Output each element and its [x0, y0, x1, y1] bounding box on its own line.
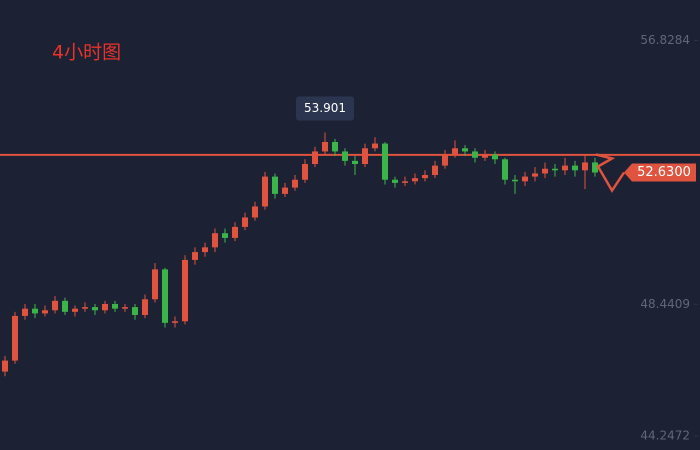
candle-body	[122, 307, 128, 309]
candle-body	[392, 179, 398, 183]
candle-body	[452, 148, 458, 155]
candle-body	[92, 307, 98, 311]
candle-body	[512, 179, 518, 182]
candle-body	[262, 176, 268, 207]
candle-body	[592, 162, 598, 173]
candle-body	[282, 187, 288, 194]
candle-body	[312, 151, 318, 165]
candle-body	[132, 307, 138, 315]
candle-body	[352, 160, 358, 165]
candle-body	[52, 300, 58, 311]
candle-body	[192, 252, 198, 260]
y-tick-label: 44.2472	[640, 429, 690, 443]
price-arrow	[595, 153, 626, 193]
candle-body	[42, 310, 48, 314]
chart-title: 4小时图	[52, 42, 121, 64]
candle-body	[272, 176, 278, 194]
candle-body	[142, 299, 148, 315]
candle-body	[362, 148, 368, 165]
candle-body	[172, 321, 178, 323]
price-tag	[624, 163, 696, 182]
y-tick-label: 56.8284	[640, 33, 690, 47]
candle-body	[112, 303, 118, 309]
candle-body	[202, 247, 208, 253]
candle-body	[402, 181, 408, 183]
candle-body	[2, 360, 8, 372]
candle-body	[152, 269, 158, 300]
candle-body	[492, 154, 498, 160]
candle-body	[302, 164, 308, 180]
candle-body	[252, 206, 258, 218]
candle-body	[502, 159, 508, 180]
price-label: 52.6300	[637, 165, 691, 180]
candle-body	[562, 165, 568, 171]
candle-body	[582, 162, 588, 171]
candle-body	[82, 307, 88, 309]
candle-body	[432, 165, 438, 176]
candle-body	[412, 178, 418, 182]
candle-body	[552, 168, 558, 171]
candle-body	[442, 154, 448, 166]
candle-body	[532, 173, 538, 177]
candle-body	[482, 154, 488, 158]
candle-body	[72, 308, 78, 312]
candle-body	[382, 143, 388, 180]
candle-body	[212, 233, 218, 248]
candle-body	[162, 269, 168, 323]
candle-body	[102, 303, 108, 311]
candle-body	[232, 226, 238, 238]
candle-body	[332, 142, 338, 152]
candle-body	[522, 176, 528, 182]
candle-body	[182, 259, 188, 322]
candle-body	[222, 233, 228, 238]
candle-body	[22, 308, 28, 316]
candle-body	[32, 308, 38, 314]
annotation-box	[296, 96, 354, 121]
candle-body	[62, 300, 68, 312]
candle-body	[422, 175, 428, 179]
candle-body	[342, 151, 348, 161]
candle-body	[242, 217, 248, 227]
candle-body	[472, 151, 478, 158]
y-tick-label: 48.4409	[640, 297, 690, 311]
candle-body	[462, 148, 468, 152]
candle-body	[542, 168, 548, 174]
annotation: 53.901	[304, 101, 346, 115]
candle-body	[572, 165, 578, 171]
candle-body	[292, 179, 298, 188]
candle-body	[372, 143, 378, 149]
candle-body	[12, 315, 18, 361]
candle-body	[322, 142, 328, 152]
